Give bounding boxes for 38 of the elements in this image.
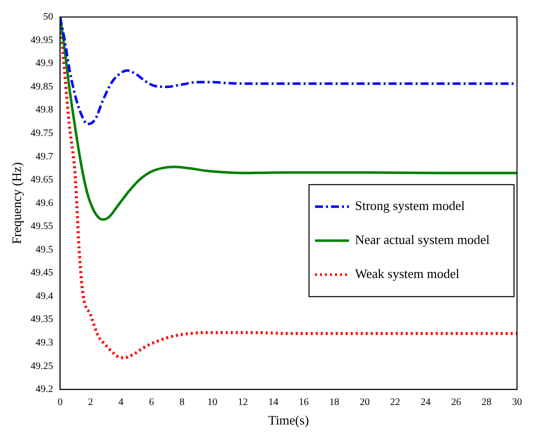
y-tick-label: 49.7 [36,151,54,162]
y-tick-label: 49.6 [36,198,54,209]
y-tick-label: 49.95 [30,34,54,46]
x-tick-label: 14 [268,397,278,408]
x-tick-label: 8 [179,397,184,408]
y-axis-title: Frequency (Hz) [9,162,24,244]
x-tick-label: 30 [512,397,522,408]
x-tick-label: 2 [88,397,94,408]
y-tick-label: 49.2 [36,384,54,396]
x-tick-label: 6 [148,397,154,408]
y-tick-label: 49.9 [36,58,54,70]
x-tick-label: 18 [329,397,340,408]
x-tick-label: 28 [482,397,492,408]
x-tick-label: 0 [58,397,63,408]
y-tick-label: 49.3 [36,337,54,348]
y-tick-label: 49.8 [36,104,54,116]
y-tick-label: 49.85 [30,81,54,92]
x-axis-title: Time(s) [268,412,309,428]
y-tick-label: 50 [43,12,54,23]
x-tick-label: 26 [451,397,462,408]
legend-label: Weak system model [355,266,460,281]
x-tick-label: 22 [390,397,400,408]
x-tick-label: 10 [207,397,218,408]
x-tick-label: 12 [238,397,248,408]
x-tick-label: 24 [420,397,431,408]
y-tick-label: 49.55 [30,221,54,232]
x-tick-label: 20 [360,397,370,408]
x-tick-label: 16 [298,397,309,408]
x-tick-label: 4 [118,397,124,408]
y-tick-label: 49.4 [36,290,54,302]
legend-label: Strong system model [355,198,466,213]
y-tick-label: 49.25 [30,360,54,372]
y-tick-label: 49.5 [36,244,54,256]
y-tick-label: 49.65 [30,174,54,186]
y-tick-label: 49.45 [30,268,54,279]
legend-label: Near actual system model [355,232,490,247]
y-tick-label: 49.35 [30,314,54,326]
y-tick-label: 49.75 [30,128,54,139]
